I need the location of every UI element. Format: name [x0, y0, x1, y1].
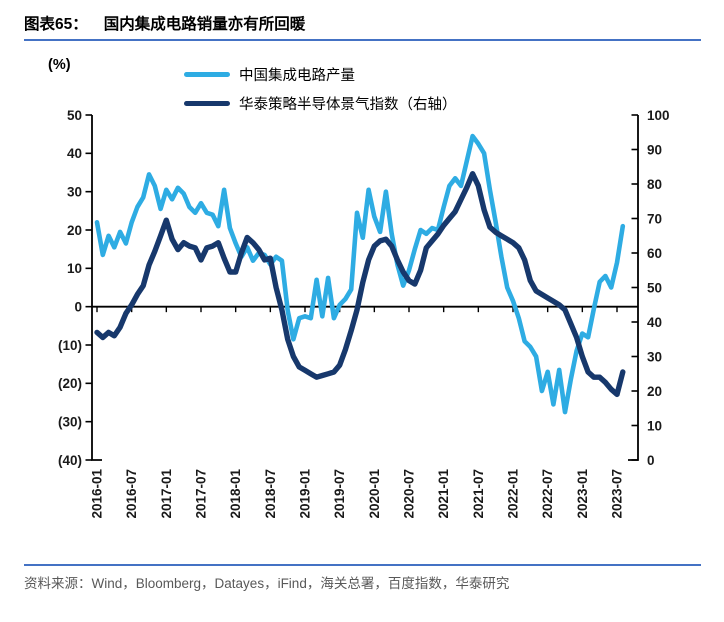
- legend-item-ic-production: 中国集成电路产量: [184, 60, 457, 89]
- x-axis-tick-label: 2016-01: [90, 469, 105, 519]
- x-axis-tick-label: 2021-07: [471, 469, 486, 519]
- legend-item-semiconductor-index: 华泰策略半导体景气指数（右轴）: [184, 89, 457, 118]
- left-axis-tick-label: 0: [74, 299, 82, 314]
- legend-label-semiconductor-index: 华泰策略半导体景气指数（右轴）: [239, 97, 457, 113]
- source-note: 资料来源：Wind，Bloomberg，Datayes，iFind，海关总署，百…: [24, 576, 510, 591]
- semiconductor-index-line: [94, 170, 626, 398]
- right-axis-tick-label: 50: [647, 280, 662, 295]
- left-axis-unit-label: (%): [48, 57, 71, 73]
- x-axis-tick-label: 2016-07: [124, 469, 139, 519]
- chart-legend: 中国集成电路产量 华泰策略半导体景气指数（右轴）: [184, 60, 457, 118]
- right-axis-tick-label: 60: [647, 246, 662, 261]
- right-axis-tick-label: 20: [647, 384, 662, 399]
- left-axis-tick-label: (20): [58, 376, 82, 391]
- left-axis-tick-label: 30: [67, 184, 82, 199]
- right-axis-tick-label: 10: [647, 418, 662, 433]
- x-axis-tick-label: 2019-07: [332, 469, 347, 519]
- right-axis-tick-label: 0: [647, 453, 655, 468]
- right-axis-tick-label: 30: [647, 349, 662, 364]
- left-axis-line: [91, 115, 102, 461]
- x-axis-tick-label: 2022-07: [540, 469, 555, 519]
- x-axis-tick-label: 2017-01: [159, 469, 174, 519]
- right-axis-tick-label: 90: [647, 142, 662, 157]
- footer-divider: [24, 564, 701, 566]
- x-axis-tick-label: 2022-01: [506, 469, 521, 519]
- left-axis-tick-label: 20: [67, 223, 82, 238]
- x-axis-tick-label: 2017-07: [194, 469, 209, 519]
- x-axis-tick-label: 2018-01: [228, 469, 243, 519]
- x-axis-tick-label: 2018-07: [263, 469, 278, 519]
- x-axis-tick-label: 2023-01: [575, 469, 590, 519]
- ic-production-line: [94, 133, 626, 415]
- right-axis-tick-label: 70: [647, 211, 662, 226]
- figure-number: 图表65：: [24, 16, 88, 33]
- x-axis-tick-label: 2020-01: [367, 469, 382, 519]
- x-axis-tick-label: 2021-01: [436, 469, 451, 519]
- left-axis-tick-label: 10: [67, 261, 82, 276]
- x-axis-tick-label: 2023-07: [610, 469, 625, 519]
- semiconductor-index-line-swatch: [184, 101, 230, 106]
- left-axis-tick-label: (30): [58, 414, 82, 429]
- header-divider: [24, 39, 701, 41]
- figure-header: 图表65： 国内集成电路销量亦有所回暖: [24, 12, 305, 34]
- legend-label-ic-production: 中国集成电路产量: [239, 68, 355, 84]
- left-axis-tick-label: 50: [67, 108, 82, 123]
- x-axis-tick-label: 2019-01: [298, 469, 313, 519]
- left-axis-tick-label: (40): [58, 453, 82, 468]
- ic-production-line-swatch: [184, 72, 230, 77]
- left-axis-tick-label: (10): [58, 338, 82, 353]
- x-axis-tick-label: 2020-07: [402, 469, 417, 519]
- right-axis-tick-label: 40: [647, 315, 662, 330]
- line-chart: 50403020100(10)(20)(30)(40)1009080706050…: [58, 108, 670, 519]
- left-axis-tick-label: 40: [67, 146, 82, 161]
- right-axis-tick-label: 80: [647, 177, 662, 192]
- right-axis-tick-label: 100: [647, 108, 670, 123]
- figure-title: 国内集成电路销量亦有所回暖: [103, 16, 306, 33]
